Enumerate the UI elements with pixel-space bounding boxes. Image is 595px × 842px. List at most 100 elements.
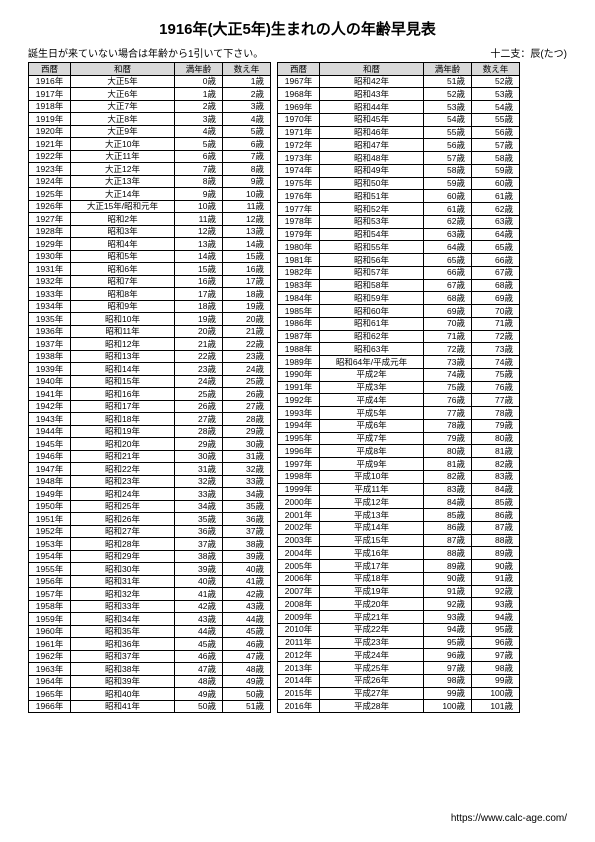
cell-wareki: 昭和53年 xyxy=(320,215,424,228)
cell-kazoe: 99歳 xyxy=(472,674,520,687)
cell-seireki: 1939年 xyxy=(29,363,71,376)
cell-kazoe: 52歳 xyxy=(472,75,520,88)
cell-seireki: 1935年 xyxy=(29,313,71,326)
cell-man: 54歳 xyxy=(424,113,472,126)
cell-seireki: 1995年 xyxy=(278,432,320,445)
table-row: 1982年昭和57年66歳67歳 xyxy=(278,266,520,279)
table-row: 1978年昭和53年62歳63歳 xyxy=(278,215,520,228)
table-row: 1942年昭和17年26歳27歳 xyxy=(29,400,271,413)
cell-kazoe: 82歳 xyxy=(472,458,520,471)
cell-man: 15歳 xyxy=(175,263,223,276)
cell-seireki: 1925年 xyxy=(29,188,71,201)
table-row: 1967年昭和42年51歳52歳 xyxy=(278,75,520,88)
table-row: 1955年昭和30年39歳40歳 xyxy=(29,563,271,576)
cell-seireki: 1986年 xyxy=(278,317,320,330)
cell-man: 67歳 xyxy=(424,279,472,292)
table-row: 1958年昭和33年42歳43歳 xyxy=(29,600,271,613)
cell-kazoe: 6歳 xyxy=(223,138,271,151)
table-row: 1918年大正7年2歳3歳 xyxy=(29,100,271,113)
cell-wareki: 昭和19年 xyxy=(71,425,175,438)
cell-wareki: 昭和26年 xyxy=(71,513,175,526)
cell-wareki: 平成28年 xyxy=(320,700,424,713)
zodiac-text: 十二支：辰(たつ) xyxy=(490,45,567,60)
age-table-right: 西暦 和暦 満年齢 数え年 1967年昭和42年51歳52歳1968年昭和43年… xyxy=(277,62,520,713)
cell-kazoe: 98歳 xyxy=(472,662,520,675)
cell-wareki: 昭和37年 xyxy=(71,650,175,663)
cell-seireki: 1984年 xyxy=(278,292,320,305)
cell-wareki: 昭和57年 xyxy=(320,266,424,279)
cell-kazoe: 65歳 xyxy=(472,241,520,254)
cell-seireki: 1966年 xyxy=(29,700,71,713)
cell-man: 5歳 xyxy=(175,138,223,151)
cell-kazoe: 3歳 xyxy=(223,100,271,113)
cell-seireki: 1968年 xyxy=(278,88,320,101)
cell-wareki: 平成12年 xyxy=(320,496,424,509)
cell-man: 62歳 xyxy=(424,215,472,228)
cell-man: 77歳 xyxy=(424,407,472,420)
cell-seireki: 1942年 xyxy=(29,400,71,413)
cell-kazoe: 100歳 xyxy=(472,687,520,700)
cell-seireki: 1916年 xyxy=(29,75,71,88)
cell-man: 86歳 xyxy=(424,521,472,534)
cell-kazoe: 30歳 xyxy=(223,438,271,451)
cell-wareki: 平成17年 xyxy=(320,560,424,573)
cell-man: 91歳 xyxy=(424,585,472,598)
cell-seireki: 1927年 xyxy=(29,213,71,226)
table-row: 1964年昭和39年48歳49歳 xyxy=(29,675,271,688)
table-row: 1949年昭和24年33歳34歳 xyxy=(29,488,271,501)
cell-man: 2歳 xyxy=(175,100,223,113)
cell-wareki: 平成2年 xyxy=(320,368,424,381)
cell-man: 43歳 xyxy=(175,613,223,626)
cell-man: 93歳 xyxy=(424,611,472,624)
table-row: 1991年平成3年75歳76歳 xyxy=(278,381,520,394)
cell-wareki: 昭和64年/平成元年 xyxy=(320,356,424,369)
cell-wareki: 昭和41年 xyxy=(71,700,175,713)
cell-wareki: 昭和30年 xyxy=(71,563,175,576)
cell-kazoe: 4歳 xyxy=(223,113,271,126)
header-kazoe: 数え年 xyxy=(472,63,520,76)
cell-kazoe: 45歳 xyxy=(223,625,271,638)
cell-seireki: 1992年 xyxy=(278,394,320,407)
cell-kazoe: 71歳 xyxy=(472,317,520,330)
header-wareki: 和暦 xyxy=(71,63,175,76)
table-row: 1947年昭和22年31歳32歳 xyxy=(29,463,271,476)
cell-kazoe: 55歳 xyxy=(472,113,520,126)
table-row: 1999年平成11年83歳84歳 xyxy=(278,483,520,496)
table-row: 1969年昭和44年53歳54歳 xyxy=(278,101,520,114)
cell-wareki: 平成6年 xyxy=(320,419,424,432)
cell-man: 84歳 xyxy=(424,496,472,509)
cell-man: 95歳 xyxy=(424,636,472,649)
cell-wareki: 平成10年 xyxy=(320,470,424,483)
cell-seireki: 1921年 xyxy=(29,138,71,151)
cell-wareki: 平成14年 xyxy=(320,521,424,534)
cell-kazoe: 85歳 xyxy=(472,496,520,509)
cell-man: 4歳 xyxy=(175,125,223,138)
cell-seireki: 1960年 xyxy=(29,625,71,638)
cell-wareki: 昭和10年 xyxy=(71,313,175,326)
cell-man: 78歳 xyxy=(424,419,472,432)
cell-man: 25歳 xyxy=(175,388,223,401)
cell-kazoe: 38歳 xyxy=(223,538,271,551)
cell-seireki: 1993年 xyxy=(278,407,320,420)
cell-man: 30歳 xyxy=(175,450,223,463)
cell-seireki: 1982年 xyxy=(278,266,320,279)
table-row: 1992年平成4年76歳77歳 xyxy=(278,394,520,407)
cell-seireki: 1919年 xyxy=(29,113,71,126)
table-row: 1973年昭和48年57歳58歳 xyxy=(278,152,520,165)
cell-kazoe: 23歳 xyxy=(223,350,271,363)
table-row: 1997年平成9年81歳82歳 xyxy=(278,458,520,471)
cell-wareki: 平成11年 xyxy=(320,483,424,496)
cell-kazoe: 36歳 xyxy=(223,513,271,526)
cell-wareki: 平成16年 xyxy=(320,547,424,560)
cell-man: 75歳 xyxy=(424,381,472,394)
cell-wareki: 昭和9年 xyxy=(71,300,175,313)
cell-man: 47歳 xyxy=(175,663,223,676)
header-man: 満年齢 xyxy=(175,63,223,76)
cell-man: 16歳 xyxy=(175,275,223,288)
cell-man: 8歳 xyxy=(175,175,223,188)
cell-man: 7歳 xyxy=(175,163,223,176)
cell-wareki: 大正8年 xyxy=(71,113,175,126)
table-row: 1965年昭和40年49歳50歳 xyxy=(29,688,271,701)
cell-seireki: 1931年 xyxy=(29,263,71,276)
cell-wareki: 昭和61年 xyxy=(320,317,424,330)
